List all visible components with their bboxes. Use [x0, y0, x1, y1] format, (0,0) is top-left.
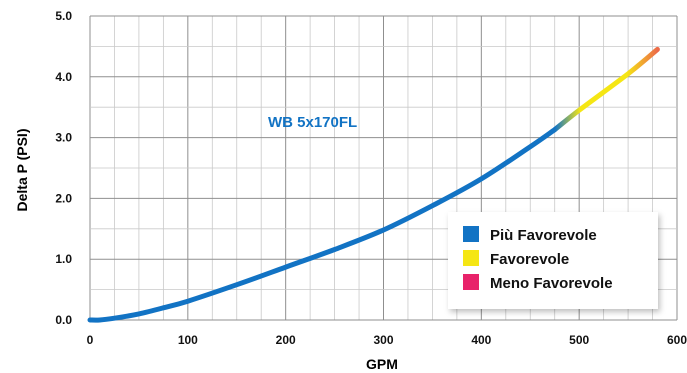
curve-annotation: WB 5x170FL — [268, 114, 357, 131]
legend-label: Più Favorevole — [490, 227, 597, 244]
x-axis: 0 100 200 300 400 500 600 — [87, 333, 687, 347]
x-tick-label: 300 — [373, 333, 393, 347]
x-tick-label: 600 — [667, 333, 687, 347]
legend-label: Meno Favorevole — [490, 275, 613, 292]
x-axis-title: GPM — [366, 356, 398, 372]
y-tick-label: 2.0 — [55, 191, 72, 205]
y-tick-label: 3.0 — [55, 131, 72, 145]
legend-swatch — [463, 274, 479, 290]
x-tick-label: 500 — [569, 333, 589, 347]
y-tick-label: 5.0 — [55, 9, 72, 23]
legend-box — [448, 212, 658, 309]
y-tick-label: 1.0 — [55, 252, 72, 266]
legend-label: Favorevole — [490, 251, 569, 268]
x-tick-label: 100 — [178, 333, 198, 347]
legend-swatch — [463, 250, 479, 266]
x-tick-label: 200 — [276, 333, 296, 347]
y-tick-label: 0.0 — [55, 313, 72, 327]
x-tick-label: 0 — [87, 333, 94, 347]
x-tick-label: 400 — [471, 333, 491, 347]
legend-swatch — [463, 226, 479, 242]
y-axis-title: Delta P (PSI) — [14, 129, 30, 212]
y-axis: 0.0 1.0 2.0 3.0 4.0 5.0 — [55, 9, 72, 327]
y-tick-label: 4.0 — [55, 70, 72, 84]
legend: Più Favorevole Favorevole Meno Favorevol… — [448, 212, 658, 309]
series-line-gradient-segment — [552, 46, 660, 133]
series-line — [87, 127, 558, 323]
